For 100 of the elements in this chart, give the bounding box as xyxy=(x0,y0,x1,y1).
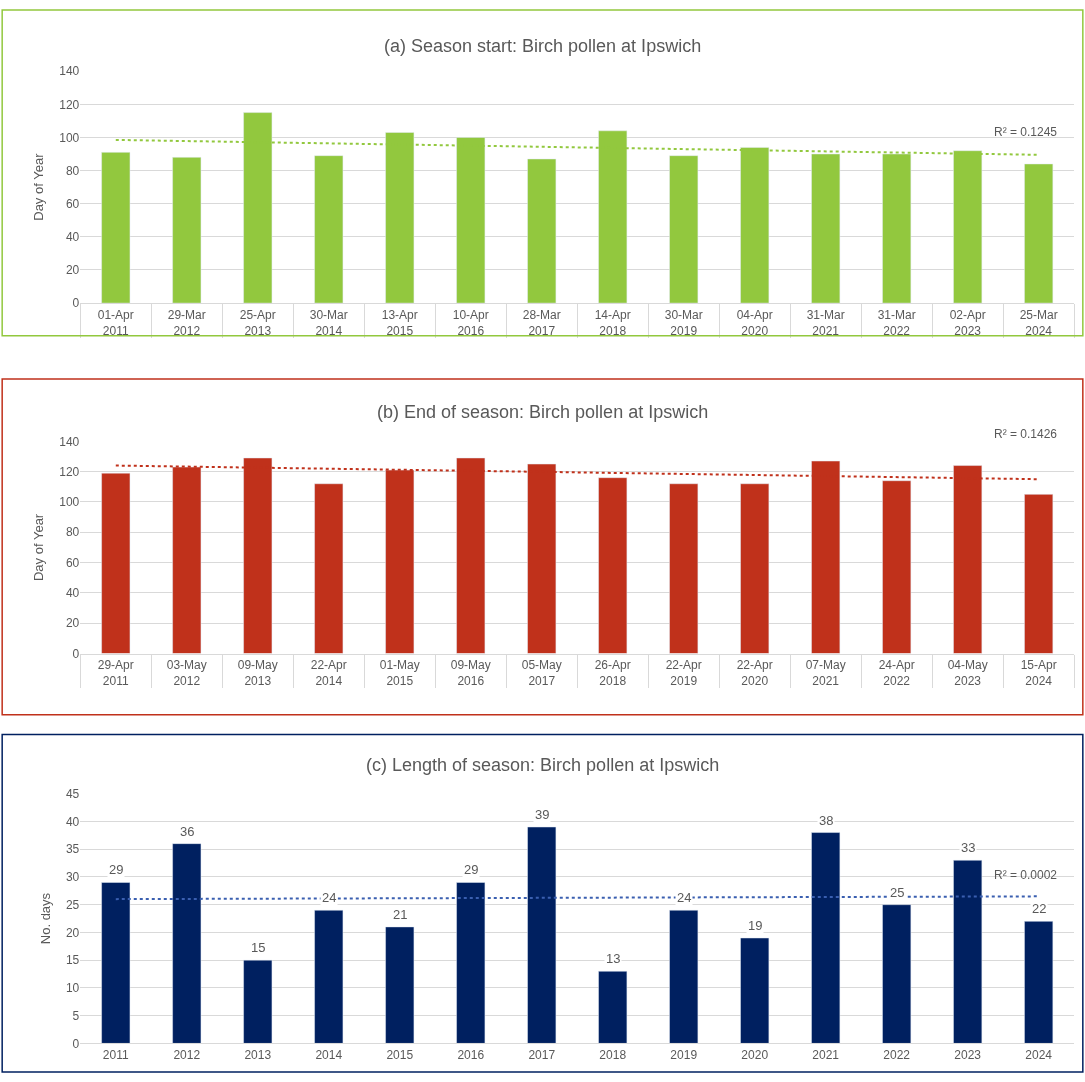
bar xyxy=(740,483,770,654)
x-tick-label: 2014 xyxy=(315,1047,343,1062)
category-label: 01-Apr 2011 xyxy=(97,307,134,338)
category-label: 25-Mar 2024 xyxy=(1019,307,1058,338)
bar xyxy=(527,158,557,304)
y-tick-label: 35 xyxy=(65,842,80,857)
x-tick-label: 2021 xyxy=(812,1047,840,1062)
y-tick-label: 40 xyxy=(65,814,80,829)
x-tick-label: 2018 xyxy=(599,1047,627,1062)
bar xyxy=(882,904,912,1044)
bar xyxy=(1024,494,1054,654)
data-label: 24 xyxy=(322,890,337,905)
category-label: 15-Apr 2024 xyxy=(1020,657,1057,688)
category-label: 31-Mar 2021 xyxy=(806,307,845,338)
category-label: 10-Apr 2016 xyxy=(452,307,489,338)
bar xyxy=(953,860,983,1044)
y-tick-label: 20 xyxy=(65,263,80,278)
text: R² = 0.1426 xyxy=(994,427,1058,441)
bar xyxy=(172,157,202,304)
bar xyxy=(456,882,486,1044)
x-tick-label: 2016 xyxy=(457,1047,485,1062)
y-tick-label: 100 xyxy=(59,495,80,510)
bar xyxy=(740,937,770,1044)
y-tick-label: 45 xyxy=(65,786,80,801)
data-label: 25 xyxy=(890,885,905,900)
bar xyxy=(101,472,131,654)
category-label: 22-Apr 2019 xyxy=(665,657,702,688)
bar xyxy=(101,152,131,304)
category-label: 02-Apr 2023 xyxy=(949,307,986,338)
data-label: 19 xyxy=(748,918,763,933)
category-label: 24-Apr 2022 xyxy=(878,657,915,688)
y-tick-label: 140 xyxy=(59,434,80,449)
y-axis-title: Day of Year xyxy=(31,152,47,221)
x-tick-label: 2011 xyxy=(102,1047,129,1062)
data-label: 29 xyxy=(109,862,124,877)
y-tick-label: 100 xyxy=(59,130,80,145)
y-tick-label: 0 xyxy=(72,646,80,661)
chart-title: (a) Season start: Birch pollen at Ipswich xyxy=(384,36,702,56)
y-tick-label: 40 xyxy=(65,230,80,245)
y-tick-label: 120 xyxy=(59,464,80,479)
chart-title: (c) Length of season: Birch pollen at Ipswich xyxy=(366,755,720,775)
bar xyxy=(101,882,131,1044)
x-tick-label: 2023 xyxy=(954,1047,982,1062)
data-label: 36 xyxy=(180,824,195,839)
data-label: 13 xyxy=(606,951,621,966)
y-tick-label: 60 xyxy=(65,555,80,570)
bar xyxy=(314,483,344,654)
y-tick-label: 5 xyxy=(72,1008,80,1023)
y-tick-label: 0 xyxy=(72,1036,80,1051)
data-label: 33 xyxy=(961,840,976,855)
category-label: 13-Apr 2015 xyxy=(381,307,418,338)
category-label: 09-May 2016 xyxy=(450,657,491,688)
data-label: 15 xyxy=(251,940,266,955)
bar xyxy=(598,971,628,1044)
y-tick-label: 40 xyxy=(65,586,80,601)
category-label: 04-May 2023 xyxy=(947,657,988,688)
category-label: 31-Mar 2022 xyxy=(877,307,916,338)
category-label: 22-Apr 2020 xyxy=(736,657,773,688)
y-axis-title: Day of Year xyxy=(31,513,47,582)
category-label: 09-May 2013 xyxy=(237,657,278,688)
x-tick-label: 2020 xyxy=(741,1047,769,1062)
bar xyxy=(669,483,699,654)
y-tick-label: 30 xyxy=(65,870,80,885)
x-tick-label: 2024 xyxy=(1025,1047,1053,1062)
data-label: 21 xyxy=(393,907,408,922)
bar xyxy=(172,843,202,1044)
annotation: R² = 0.1245 xyxy=(994,125,1058,139)
category-label: 29-Apr 2011 xyxy=(97,657,134,688)
category-label: 28-Mar 2017 xyxy=(522,307,561,338)
category-label: 22-Apr 2014 xyxy=(310,657,347,688)
category-label: 05-May 2017 xyxy=(521,657,562,688)
y-tick-label: 140 xyxy=(59,64,80,79)
category-label: 30-Mar 2019 xyxy=(664,307,703,338)
y-tick-label: 20 xyxy=(65,616,80,631)
y-tick-label: 80 xyxy=(65,163,80,178)
x-tick-label: 2013 xyxy=(244,1047,272,1062)
y-tick-label: 10 xyxy=(65,981,80,996)
category-label: 01-May 2015 xyxy=(379,657,420,688)
bar xyxy=(1024,163,1054,304)
category-label: 30-Mar 2014 xyxy=(309,307,348,338)
category-label: 25-Apr 2013 xyxy=(239,307,276,338)
y-tick-label: 60 xyxy=(65,196,80,211)
y-axis-title: No. days xyxy=(37,892,53,945)
bar xyxy=(811,832,841,1044)
x-tick-label: 2019 xyxy=(670,1047,698,1062)
data-label: 22 xyxy=(1032,901,1047,916)
chart-title: (b) End of season: Birch pollen at Ipswich xyxy=(377,402,709,422)
y-tick-label: 0 xyxy=(72,296,80,311)
y-tick-label: 80 xyxy=(65,525,80,540)
bar xyxy=(669,909,699,1044)
bar xyxy=(1024,921,1054,1044)
category-label: 04-Apr 2020 xyxy=(736,307,773,338)
category-label: 03-May 2012 xyxy=(166,657,207,688)
bar xyxy=(314,155,344,304)
data-label: 24 xyxy=(677,890,692,905)
category-label: 14-Apr 2018 xyxy=(594,307,631,338)
category-label: 26-Apr 2018 xyxy=(594,657,631,688)
x-tick-label: 2012 xyxy=(173,1047,201,1062)
x-tick-label: 2015 xyxy=(386,1047,414,1062)
bar xyxy=(882,480,912,654)
